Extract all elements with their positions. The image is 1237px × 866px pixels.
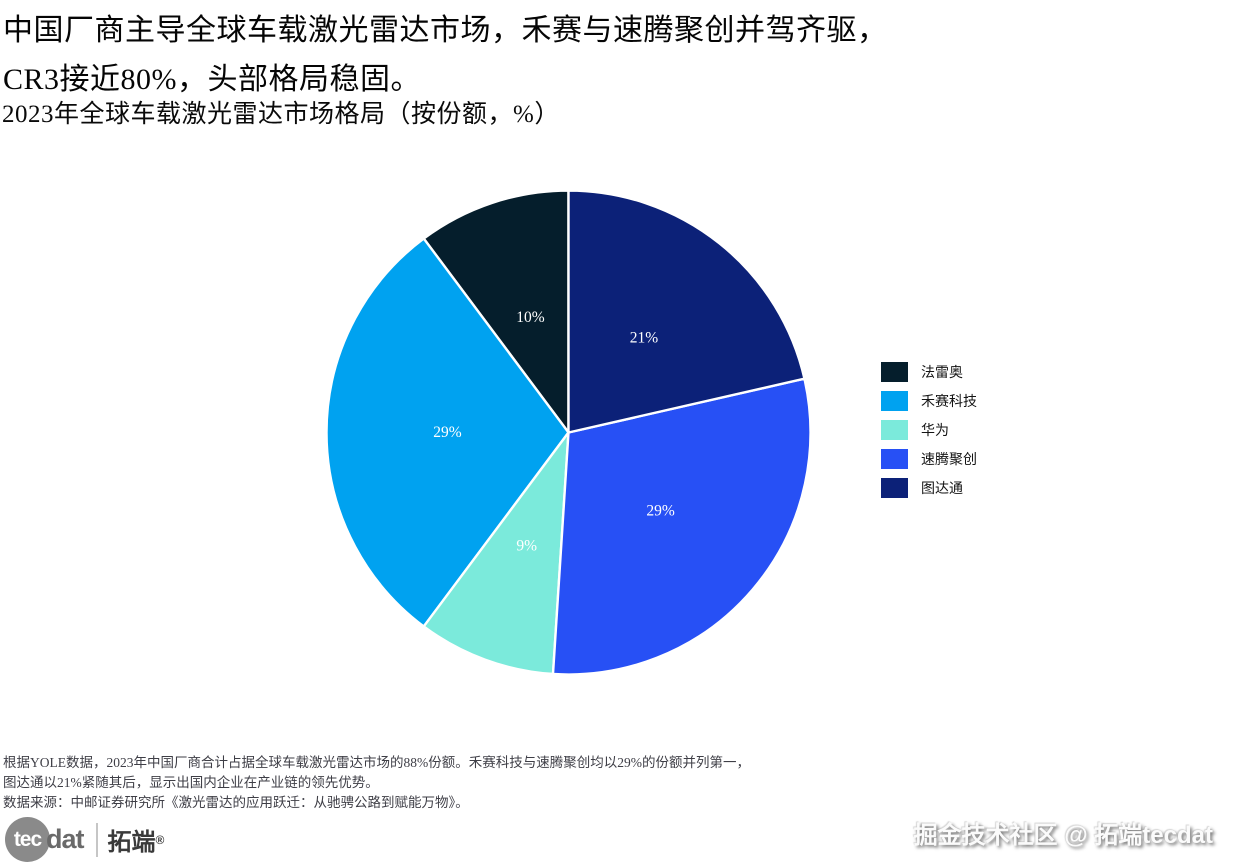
legend-swatch-icon [881, 420, 908, 440]
pie-slice-3 [422, 431, 570, 676]
legend-swatch-icon [881, 478, 908, 498]
footer-notes: 根据YOLE数据，2023年中国厂商合计占据全球车载激光雷达市场的88%份额。禾… [3, 753, 750, 813]
pie-slice-5 [567, 189, 806, 434]
pie-slice-label-1: 10% [516, 309, 545, 326]
pie-slice-4 [551, 377, 812, 676]
chart-legend: 法雷奥禾赛科技华为速腾聚创图达通 [881, 362, 977, 507]
pie-slice-label-5: 21% [630, 329, 659, 346]
pie-slice-label-4: 29% [646, 502, 675, 519]
legend-item-5: 图达通 [881, 478, 977, 498]
pie-slice-2 [325, 237, 570, 628]
legend-label: 法雷奥 [921, 366, 963, 381]
logo-registered-mark-icon: ® [155, 832, 165, 847]
watermark: 掘金技术社区 @ 拓端tecdat [913, 822, 1213, 849]
tecdat-logo-mark: tec [5, 817, 50, 862]
logo-text-dat: dat [46, 824, 84, 854]
legend-item-3: 华为 [881, 420, 977, 440]
logo-text-tec: tec [13, 827, 42, 851]
logo-text-cn: 拓端 [107, 829, 156, 856]
report-title-line2: CR3接近80%，头部格局稳固。 [3, 63, 422, 96]
report-title-line1: 中国厂商主导全球车载激光雷达市场，禾赛与速腾聚创并驾齐驱， [3, 14, 888, 47]
legend-label: 华为 [921, 424, 949, 439]
data-source-line: 数据来源：中邮证券研究所《激光雷达的应用跃迁：从驰骋公路到赋能万物》。 [3, 795, 469, 810]
legend-swatch-icon [881, 362, 908, 382]
pie-slice-label-3: 9% [516, 538, 537, 555]
legend-label: 速腾聚创 [921, 453, 977, 468]
pie-slice-1 [422, 189, 570, 434]
chart-subtitle: 2023年全球车载激光雷达市场格局（按份额，%） [2, 101, 560, 128]
legend-item-4: 速腾聚创 [881, 449, 977, 469]
legend-swatch-icon [881, 391, 908, 411]
legend-item-2: 禾赛科技 [881, 391, 977, 411]
footer-note-line2: 图达通以21%紧随其后，显示出国内企业在产业链的领先优势。 [3, 775, 379, 790]
legend-label: 图达通 [921, 482, 963, 497]
legend-swatch-icon [881, 449, 908, 469]
legend-item-1: 法雷奥 [881, 362, 977, 382]
pie-slice-label-2: 29% [433, 424, 462, 441]
legend-label: 禾赛科技 [921, 395, 977, 410]
logo-divider [95, 822, 98, 857]
footer-note-line1: 根据YOLE数据，2023年中国厂商合计占据全球车载激光雷达市场的88%份额。禾… [3, 755, 750, 770]
tecdat-logo: tec dat 拓端 ® [5, 817, 164, 862]
